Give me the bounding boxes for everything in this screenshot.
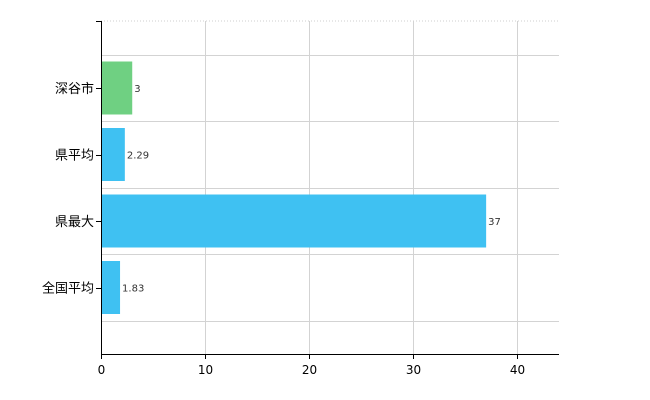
data-label: 3 (134, 84, 140, 95)
category-label: 全国平均 (42, 281, 94, 297)
bar-4 (101, 261, 121, 314)
category-label: 県平均 (55, 149, 94, 164)
x-tick-label: 20 (302, 363, 317, 377)
x-tick-label: 10 (198, 363, 213, 377)
x-tick-label: 30 (406, 363, 421, 377)
data-label: 37 (488, 217, 501, 228)
x-tick-label: 40 (510, 363, 525, 377)
category-label: 県最大 (55, 215, 94, 230)
data-label: 2.29 (127, 151, 149, 162)
category-label: 深谷市 (55, 81, 94, 97)
x-tick-label: 0 (98, 363, 106, 377)
bar-3 (101, 194, 487, 248)
data-label: 1.83 (122, 284, 144, 295)
bar-1 (101, 61, 133, 115)
bar-2 (101, 128, 125, 181)
